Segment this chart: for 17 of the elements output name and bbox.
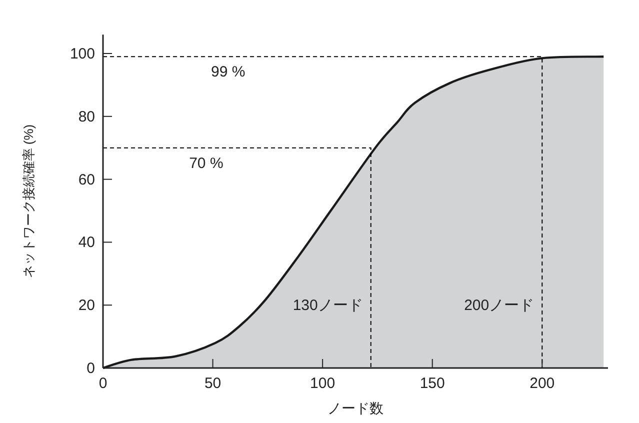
y-axis-title: ネットワーク接続確率 (%) (21, 124, 36, 278)
x-tick-label: 50 (204, 375, 222, 392)
annotation: 130ノード (292, 297, 363, 314)
y-tick-label: 40 (78, 234, 95, 252)
x-tick-label: 150 (420, 375, 445, 392)
y-tick-label: 20 (78, 297, 95, 314)
y-tick-label: 100 (70, 46, 95, 62)
annotation: 99 % (211, 64, 246, 81)
y-tick-label: 0 (86, 360, 95, 377)
annotation: 200ノード (464, 297, 534, 314)
annotation: 70 % (189, 154, 224, 172)
x-tick-label: 100 (310, 375, 336, 392)
x-tick-label: 0 (98, 375, 108, 392)
x-tick-label: 200 (530, 375, 555, 392)
x-axis-title: ノード数 (328, 400, 384, 416)
y-tick-label: 80 (78, 108, 95, 126)
y-tick-label: 60 (78, 171, 95, 188)
